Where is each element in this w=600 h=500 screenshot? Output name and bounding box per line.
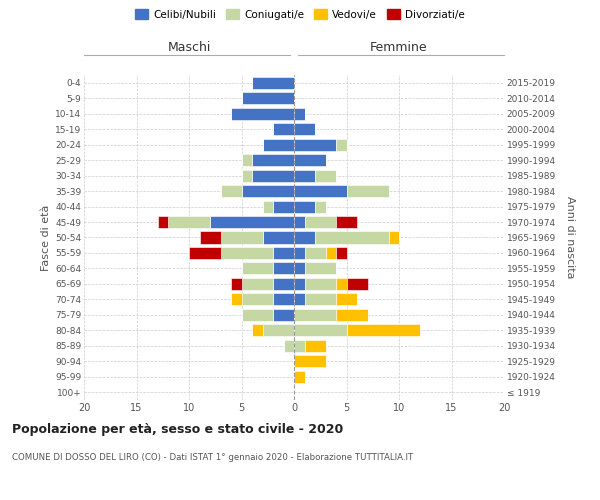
Bar [336,309,367,321]
Text: Maschi: Maschi [167,41,211,54]
Bar [241,262,273,274]
Bar [294,247,305,259]
Bar [241,309,273,321]
Bar [263,138,294,150]
Bar [294,138,336,150]
Bar [252,154,294,166]
Bar [189,247,221,259]
Bar [336,138,347,150]
Bar [347,278,367,290]
Bar [305,278,336,290]
Bar [231,294,241,306]
Bar [305,262,336,274]
Bar [336,294,357,306]
Bar [273,309,294,321]
Bar [221,247,273,259]
Bar [294,185,347,197]
Bar [210,216,294,228]
Bar [241,170,252,181]
Bar [294,108,305,120]
Bar [336,278,347,290]
Bar [263,232,294,243]
Text: Femmine: Femmine [370,41,428,54]
Bar [241,278,273,290]
Y-axis label: Anni di nascita: Anni di nascita [565,196,575,279]
Bar [294,356,325,368]
Bar [252,170,294,181]
Bar [263,324,294,336]
Bar [294,200,315,212]
Bar [273,200,294,212]
Bar [315,170,336,181]
Bar [241,294,273,306]
Bar [273,262,294,274]
Bar [199,232,221,243]
Bar [325,247,336,259]
Bar [157,216,168,228]
Bar [347,324,420,336]
Bar [294,340,305,352]
Bar [294,232,315,243]
Text: Popolazione per età, sesso e stato civile - 2020: Popolazione per età, sesso e stato civil… [12,422,343,436]
Bar [231,108,294,120]
Bar [294,309,336,321]
Bar [273,123,294,135]
Bar [294,278,305,290]
Text: COMUNE DI DOSSO DEL LIRO (CO) - Dati ISTAT 1° gennaio 2020 - Elaborazione TUTTIT: COMUNE DI DOSSO DEL LIRO (CO) - Dati IST… [12,452,413,462]
Bar [294,371,305,383]
Bar [305,294,336,306]
Bar [168,216,210,228]
Bar [252,324,263,336]
Bar [305,216,336,228]
Bar [273,278,294,290]
Bar [294,123,315,135]
Bar [231,278,241,290]
Bar [263,200,273,212]
Bar [294,262,305,274]
Legend: Celibi/Nubili, Coniugati/e, Vedovi/e, Divorziati/e: Celibi/Nubili, Coniugati/e, Vedovi/e, Di… [131,5,469,24]
Bar [294,324,347,336]
Bar [294,154,325,166]
Bar [315,200,325,212]
Bar [221,232,263,243]
Bar [252,76,294,89]
Bar [336,216,357,228]
Bar [273,247,294,259]
Bar [273,294,294,306]
Bar [315,232,389,243]
Bar [305,247,325,259]
Y-axis label: Fasce di età: Fasce di età [41,204,51,270]
Bar [294,216,305,228]
Bar [294,294,305,306]
Bar [241,185,294,197]
Bar [305,340,325,352]
Bar [294,170,315,181]
Bar [347,185,389,197]
Bar [241,154,252,166]
Bar [284,340,294,352]
Bar [336,247,347,259]
Bar [241,92,294,104]
Bar [221,185,241,197]
Bar [389,232,399,243]
